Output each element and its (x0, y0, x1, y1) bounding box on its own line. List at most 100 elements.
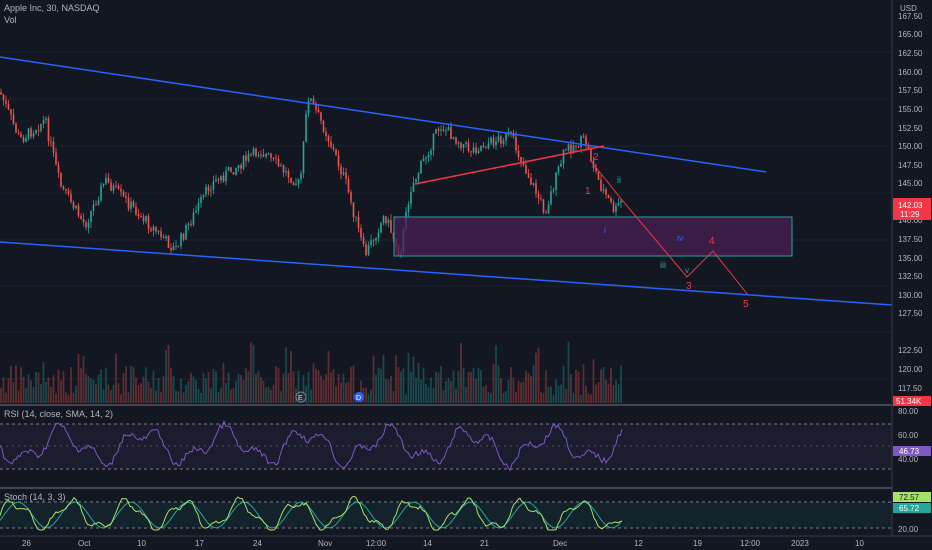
volume-bar (515, 391, 517, 403)
candle-body (425, 157, 427, 159)
candle-body (315, 103, 317, 110)
candle-body (360, 228, 362, 238)
candle-body (612, 201, 615, 213)
volume-bar (195, 380, 197, 403)
volume-bar (412, 356, 415, 403)
candle-body (322, 120, 325, 132)
candle-body (580, 136, 582, 148)
volume-legend[interactable]: Vol (4, 15, 17, 25)
volume-bar (577, 371, 580, 403)
candle-body (335, 149, 337, 156)
time-axis[interactable]: 26 Oct 10 17 24 Nov 12:00 14 21 Dec 12 1… (22, 539, 864, 548)
volume-bar (65, 392, 67, 403)
volume-bar (242, 379, 245, 403)
volume-bar (350, 366, 352, 403)
candle-body (172, 246, 175, 251)
time-label: 12:00 (366, 539, 387, 548)
candle-body (325, 131, 327, 137)
volume-bar (375, 374, 377, 403)
volume-bar (457, 370, 460, 403)
projected-wave-path[interactable] (589, 159, 749, 296)
price-tick: 122.50 (898, 346, 923, 355)
volume-bar (125, 366, 127, 403)
time-label: 10 (137, 539, 146, 548)
candle-body (535, 183, 537, 194)
target-zone-box[interactable] (393, 216, 793, 257)
volume-bar (565, 388, 567, 403)
candle-body (97, 200, 100, 205)
volume-bar (147, 381, 150, 403)
candle-body (510, 132, 512, 134)
candle-body (380, 223, 382, 233)
volume-bar (410, 371, 412, 403)
volume-bar (570, 374, 572, 403)
volume-bar (612, 385, 615, 403)
wave-label-iv: iv (677, 233, 684, 243)
candle-body (80, 215, 82, 219)
candle-body (47, 118, 50, 142)
candle-body (135, 206, 137, 215)
candle-body (232, 172, 235, 175)
volume-bar (25, 388, 27, 403)
time-label: 14 (423, 539, 432, 548)
volume-bar (442, 390, 445, 403)
volume-bar (467, 371, 470, 403)
rsi-tick: 40.00 (898, 455, 919, 464)
candle-body (285, 171, 287, 173)
volume-bar (345, 382, 347, 403)
volume-bar (385, 378, 387, 403)
volume-bar (477, 368, 480, 403)
rsi-legend[interactable]: RSI (14, close, SMA, 14, 2) (4, 409, 114, 419)
volume-bar (152, 370, 155, 403)
candle-body (490, 137, 492, 144)
price-tick: 162.50 (898, 49, 923, 58)
volume-bar (92, 379, 95, 403)
chart-title[interactable]: Apple Inc, 30, NASDAQ (4, 3, 100, 13)
channel-lower-line[interactable] (0, 241, 893, 306)
candle-body (375, 237, 377, 241)
volume-bar (27, 374, 30, 403)
wedge-line[interactable] (414, 145, 605, 185)
volume-bar (270, 389, 272, 403)
earnings-icon[interactable]: E (295, 391, 307, 403)
candle-body (362, 237, 365, 244)
volume-bar (240, 375, 242, 403)
candle-body (237, 164, 240, 169)
candle-body (245, 155, 247, 161)
candle-body (330, 141, 332, 148)
candle-body (460, 142, 462, 149)
volume-bar (315, 368, 317, 403)
candle-body (500, 136, 502, 144)
candle-body (430, 150, 432, 155)
volume-bar (192, 376, 195, 403)
stoch-legend[interactable]: Stoch (14, 3, 3) (4, 492, 66, 502)
volume-bar (305, 385, 307, 403)
candle-body (167, 236, 170, 248)
candle-body (347, 178, 350, 193)
volume-bar (327, 350, 330, 403)
candle-body (202, 194, 205, 197)
volume-bar (475, 378, 477, 403)
candle-body (602, 189, 605, 192)
candle-body (422, 158, 425, 162)
channel-upper-line[interactable] (0, 56, 767, 173)
candle-body (340, 166, 342, 175)
dividend-icon[interactable]: D (354, 392, 364, 402)
price-axis-ticks: 167.50 165.00 162.50 160.00 157.50 155.0… (898, 12, 923, 393)
volume-bar (545, 370, 547, 403)
volume-bar (445, 381, 447, 403)
candle-body (182, 233, 185, 240)
volume-bar (505, 391, 507, 403)
volume-bar (30, 380, 32, 403)
volume-bar (585, 385, 587, 403)
wave-label-i: i (604, 225, 606, 235)
volume-bar (260, 377, 262, 403)
volume-bar (472, 367, 475, 403)
volume-bar (372, 355, 375, 403)
volume-bar (307, 372, 310, 403)
candle-body (382, 216, 385, 224)
rsi-axis[interactable]: 80.00 60.00 40.00 (898, 407, 919, 464)
candle-body (590, 148, 592, 161)
volume-value-badge: 51.34K (893, 396, 931, 406)
